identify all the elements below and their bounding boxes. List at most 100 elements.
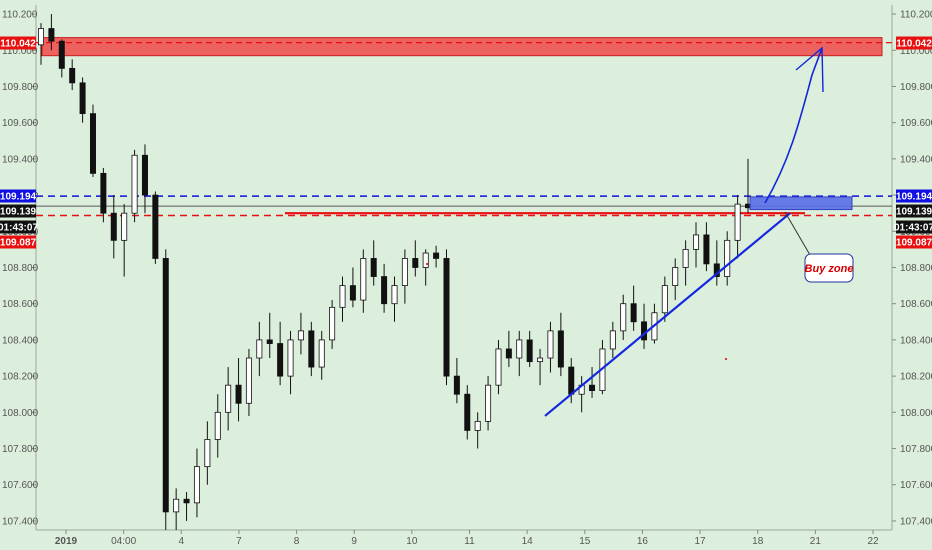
candle[interactable] [297, 330, 304, 341]
candle[interactable] [329, 306, 336, 341]
candle[interactable] [630, 303, 637, 323]
candle[interactable] [453, 375, 460, 395]
candle[interactable] [256, 339, 263, 359]
x-tick-label: 14 [522, 536, 534, 547]
price-badge-left [0, 220, 36, 234]
candle[interactable] [79, 82, 86, 115]
candle[interactable] [443, 258, 450, 377]
candle[interactable] [401, 258, 408, 287]
candle[interactable] [682, 248, 689, 268]
candle[interactable] [474, 420, 481, 431]
candle[interactable] [69, 67, 76, 84]
candle[interactable] [38, 28, 44, 46]
buy-zone-callout [804, 253, 854, 283]
candle[interactable] [89, 113, 96, 174]
candle[interactable] [703, 234, 710, 265]
price-badge-left-label: 109.194 [0, 192, 37, 203]
price-badge-left-label: 01:43:07 [0, 223, 38, 234]
candle[interactable] [422, 252, 429, 268]
candle[interactable] [245, 357, 252, 404]
candle[interactable] [318, 339, 325, 368]
candle[interactable] [557, 330, 564, 368]
x-tick-label: 10 [406, 536, 418, 547]
candle[interactable] [516, 339, 523, 359]
y-tick-label-right: 110.200 [900, 10, 932, 21]
candle[interactable] [526, 339, 533, 363]
candle[interactable] [235, 384, 242, 404]
candle[interactable] [547, 330, 554, 359]
price-badge-right [896, 189, 932, 203]
price-badge-left [0, 189, 36, 203]
y-tick-label-left: 110.200 [2, 10, 38, 21]
y-tick-label-right: 109.600 [900, 118, 932, 129]
candle[interactable] [693, 234, 700, 250]
candle[interactable] [308, 330, 315, 368]
y-tick-label-right: 108.000 [900, 408, 932, 419]
x-tick-label: 17 [695, 536, 707, 547]
stray-mark [426, 263, 428, 265]
price-badge-right-label: 109.087 [896, 238, 932, 249]
y-tick-label-left: 107.800 [2, 444, 39, 455]
candle[interactable] [412, 258, 419, 268]
resistance-zone[interactable] [41, 37, 883, 57]
candle[interactable] [620, 303, 627, 332]
candle[interactable] [287, 339, 294, 377]
candle[interactable] [131, 154, 138, 214]
candle[interactable] [266, 339, 273, 344]
candle[interactable] [672, 267, 679, 287]
candle[interactable] [609, 330, 616, 350]
candle[interactable] [495, 348, 502, 386]
ascending-trendline[interactable] [544, 212, 791, 417]
candle[interactable] [724, 239, 731, 277]
candle[interactable] [734, 203, 741, 241]
candle[interactable] [349, 285, 356, 301]
candle[interactable] [381, 276, 388, 305]
projection-arrow[interactable] [764, 47, 823, 204]
candle[interactable] [110, 212, 117, 241]
x-tick-label: 15 [579, 536, 591, 547]
price-badge-right [896, 204, 932, 218]
y-tick-label-left: 107.400 [2, 516, 39, 527]
candle[interactable] [204, 439, 211, 468]
candle[interactable] [505, 348, 512, 359]
stray-mark [725, 358, 727, 360]
candle[interactable] [568, 366, 575, 395]
candle[interactable] [360, 258, 367, 301]
candle[interactable] [58, 40, 65, 69]
candle[interactable] [464, 393, 471, 431]
y-tick-label-left: 107.600 [2, 480, 39, 491]
candle[interactable] [485, 384, 492, 422]
candle[interactable] [391, 285, 398, 305]
candle[interactable] [661, 285, 668, 314]
candle[interactable] [183, 498, 190, 504]
candle[interactable] [162, 258, 169, 513]
candle[interactable] [277, 343, 284, 377]
candle[interactable] [370, 258, 377, 277]
price-badge-right [896, 220, 932, 234]
candle[interactable] [141, 154, 148, 196]
buy-zone-box[interactable] [749, 196, 853, 211]
candle[interactable] [100, 172, 107, 214]
price-badge-right-label: 01:43:07 [894, 223, 932, 234]
y-tick-label-left: 108.800 [2, 263, 39, 274]
candle[interactable] [589, 384, 596, 392]
x-tick-label: 04:00 [111, 536, 136, 547]
price-badge-right-label: 109.194 [896, 192, 932, 203]
projection-arrowhead [795, 46, 824, 93]
candle[interactable] [152, 194, 159, 259]
candle[interactable] [173, 498, 180, 513]
y-tick-label-right: 107.800 [900, 444, 932, 455]
candle[interactable] [537, 357, 544, 363]
candle[interactable] [121, 212, 128, 241]
x-tick-label: 22 [867, 536, 879, 547]
candle[interactable] [433, 252, 440, 259]
y-tick-label-left: 108.000 [2, 408, 39, 419]
candle[interactable] [641, 321, 648, 341]
candle[interactable] [339, 285, 346, 308]
candle[interactable] [214, 411, 221, 440]
candle[interactable] [48, 28, 55, 42]
candle[interactable] [193, 466, 200, 504]
candle[interactable] [225, 384, 232, 413]
